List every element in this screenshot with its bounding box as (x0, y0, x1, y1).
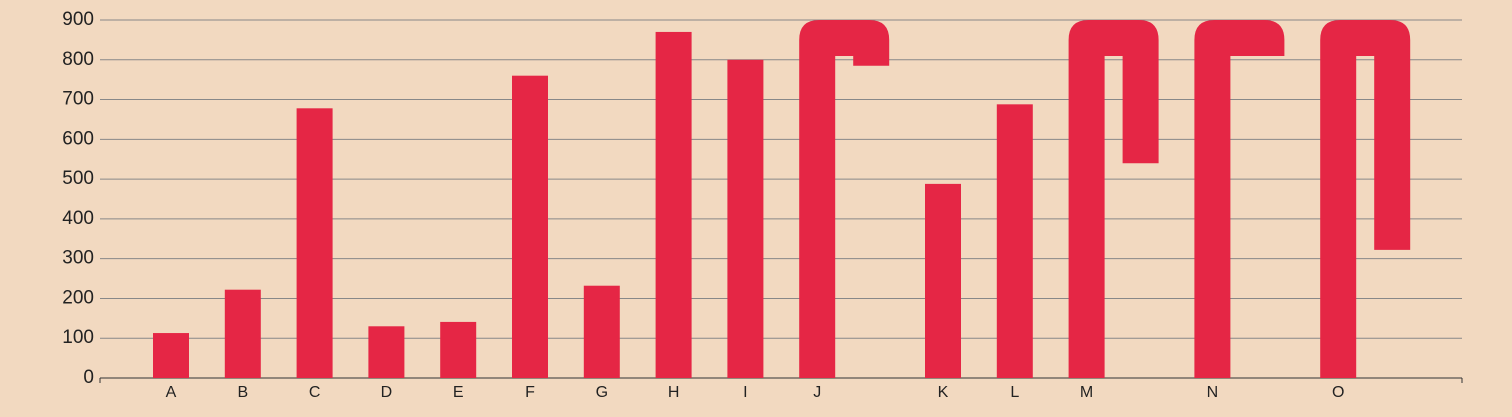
x-tick-label: A (166, 384, 177, 401)
x-tick-label: E (453, 384, 464, 401)
bar (655, 31, 692, 379)
bar (440, 321, 477, 378)
x-tick-label: J (813, 384, 821, 401)
y-tick-label: 300 (62, 248, 94, 269)
x-tick-label: I (743, 384, 747, 401)
x-tick-label: D (381, 384, 393, 401)
wrapped-bar (1194, 20, 1285, 378)
wrapped-bar (1320, 20, 1411, 378)
bar (368, 326, 405, 378)
y-tick-label: 600 (62, 128, 94, 149)
x-tick-label: O (1332, 384, 1344, 401)
y-tick-label: 900 (62, 9, 94, 30)
x-tick-label: K (938, 384, 949, 401)
y-tick-label: 100 (62, 327, 94, 348)
x-tick-label: C (309, 384, 321, 401)
bar (296, 108, 333, 378)
x-tick-label: F (525, 384, 535, 401)
x-tick-label: G (596, 384, 608, 401)
x-tick-label: H (668, 384, 680, 401)
x-tick-label: B (237, 384, 248, 401)
bar (996, 104, 1033, 378)
y-tick-label: 200 (62, 287, 94, 308)
y-tick-label: 400 (62, 208, 94, 229)
x-tick-label: L (1010, 384, 1019, 401)
x-tick-label: M (1080, 384, 1093, 401)
bar (153, 333, 189, 378)
y-tick-label: 0 (83, 367, 94, 388)
y-tick-label: 500 (62, 168, 94, 189)
bar (925, 183, 961, 378)
x-tick-label: N (1207, 384, 1219, 401)
wrapped-bar (1068, 20, 1159, 378)
bar (512, 75, 548, 378)
y-tick-label: 700 (62, 89, 94, 110)
y-tick-label: 800 (62, 49, 94, 70)
bar (224, 289, 261, 378)
bar (727, 59, 764, 379)
wrapped-bar (799, 20, 890, 378)
bar (583, 285, 620, 378)
